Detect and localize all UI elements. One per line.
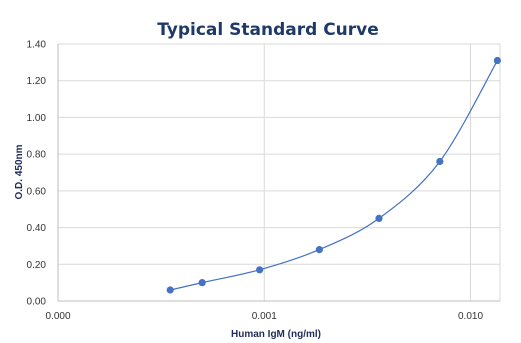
x-tick-label: 0.000 <box>45 311 70 322</box>
y-tick-label: 1.40 <box>27 40 47 51</box>
data-point <box>198 279 206 287</box>
gridlines <box>57 43 501 302</box>
y-tick-label: 0.80 <box>27 150 47 161</box>
y-tick-label: 1.20 <box>27 76 47 87</box>
y-tick-label: 0.60 <box>27 186 47 197</box>
x-axis-label: Human IgM (ng/ml) <box>231 329 321 340</box>
data-point <box>375 214 383 222</box>
fitted-curve <box>170 60 498 291</box>
x-tick-labels: 0.000 0.001 0.010 <box>45 311 483 322</box>
x-tick-label: 0.001 <box>252 311 277 322</box>
data-point <box>166 286 174 294</box>
y-tick-labels: 0.00 0.20 0.40 0.60 0.80 1.00 1.20 1.40 <box>27 40 47 308</box>
chart-title: Typical Standard Curve <box>157 20 379 40</box>
y-tick-label: 1.00 <box>27 113 47 124</box>
y-tick-label: 0.20 <box>27 260 47 271</box>
data-point <box>493 56 501 65</box>
y-tick-label: 0.00 <box>27 297 47 308</box>
y-tick-label: 0.40 <box>27 223 47 234</box>
x-tick-label: 0.010 <box>458 311 483 322</box>
axes <box>57 44 500 302</box>
data-point <box>436 157 444 166</box>
data-points <box>166 56 501 294</box>
data-point <box>256 266 264 274</box>
data-point <box>315 246 323 254</box>
y-axis-label: O.D. 450nm <box>14 144 25 199</box>
